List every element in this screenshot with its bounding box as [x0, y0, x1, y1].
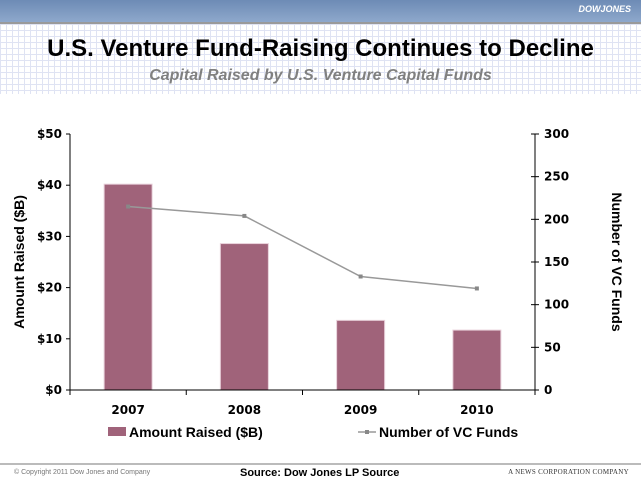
left-tick-label: $0	[45, 383, 62, 397]
right-tick-label: 250	[544, 170, 569, 184]
top-banner: DOWJONES	[0, 0, 641, 24]
page-subtitle: Capital Raised by U.S. Venture Capital F…	[149, 67, 492, 84]
header-grid-background	[0, 24, 641, 94]
x-tick-label: 2007	[111, 403, 144, 417]
legend-marker-vc-funds	[365, 430, 369, 434]
left-tick-label: $20	[37, 281, 62, 295]
copyright: © Copyright 2011 Dow Jones and Company	[14, 469, 151, 476]
right-tick-label: 100	[544, 298, 569, 312]
line-series-number-of-vc-funds	[128, 205, 477, 290]
bar-2008	[219, 243, 269, 391]
x-tick-label: 2010	[460, 403, 493, 417]
right-tick-label: 200	[544, 212, 569, 226]
footer: © Copyright 2011 Dow Jones and Company S…	[0, 463, 641, 481]
line-point-2008	[242, 213, 247, 218]
dow-jones-logo: DOWJONES	[578, 4, 631, 14]
bar-2007	[103, 183, 153, 391]
page-title: U.S. Venture Fund-Raising Continues to D…	[47, 35, 594, 62]
right-tick-label: 0	[544, 383, 552, 397]
left-axis-title: Amount Raised ($B)	[11, 195, 27, 329]
source-note: Source: Dow Jones LP Source	[240, 467, 400, 479]
right-tick-label: 50	[544, 340, 561, 354]
x-tick-label: 2009	[344, 403, 377, 417]
legend-label-amount-raised: Amount Raised ($B)	[129, 424, 263, 440]
line-point-2010	[474, 286, 479, 291]
bar-2010	[452, 329, 502, 391]
left-tick-label: $40	[37, 178, 62, 192]
left-tick-label: $10	[37, 332, 62, 346]
news-corp-logo: A NEWS CORPORATION COMPANY	[508, 468, 629, 476]
right-tick-label: 300	[544, 127, 569, 141]
left-tick-label: $30	[37, 229, 62, 243]
legend-label-vc-funds: Number of VC Funds	[379, 424, 518, 440]
right-axis-title: Number of VC Funds	[609, 192, 625, 331]
line-point-2009	[358, 274, 363, 279]
x-tick-label: 2008	[228, 403, 261, 417]
left-tick-label: $50	[37, 127, 62, 141]
legend-swatch-amount-raised	[108, 427, 126, 436]
right-tick-label: 150	[544, 255, 569, 269]
line-point-2007	[126, 204, 131, 209]
bar-2009	[336, 319, 386, 391]
